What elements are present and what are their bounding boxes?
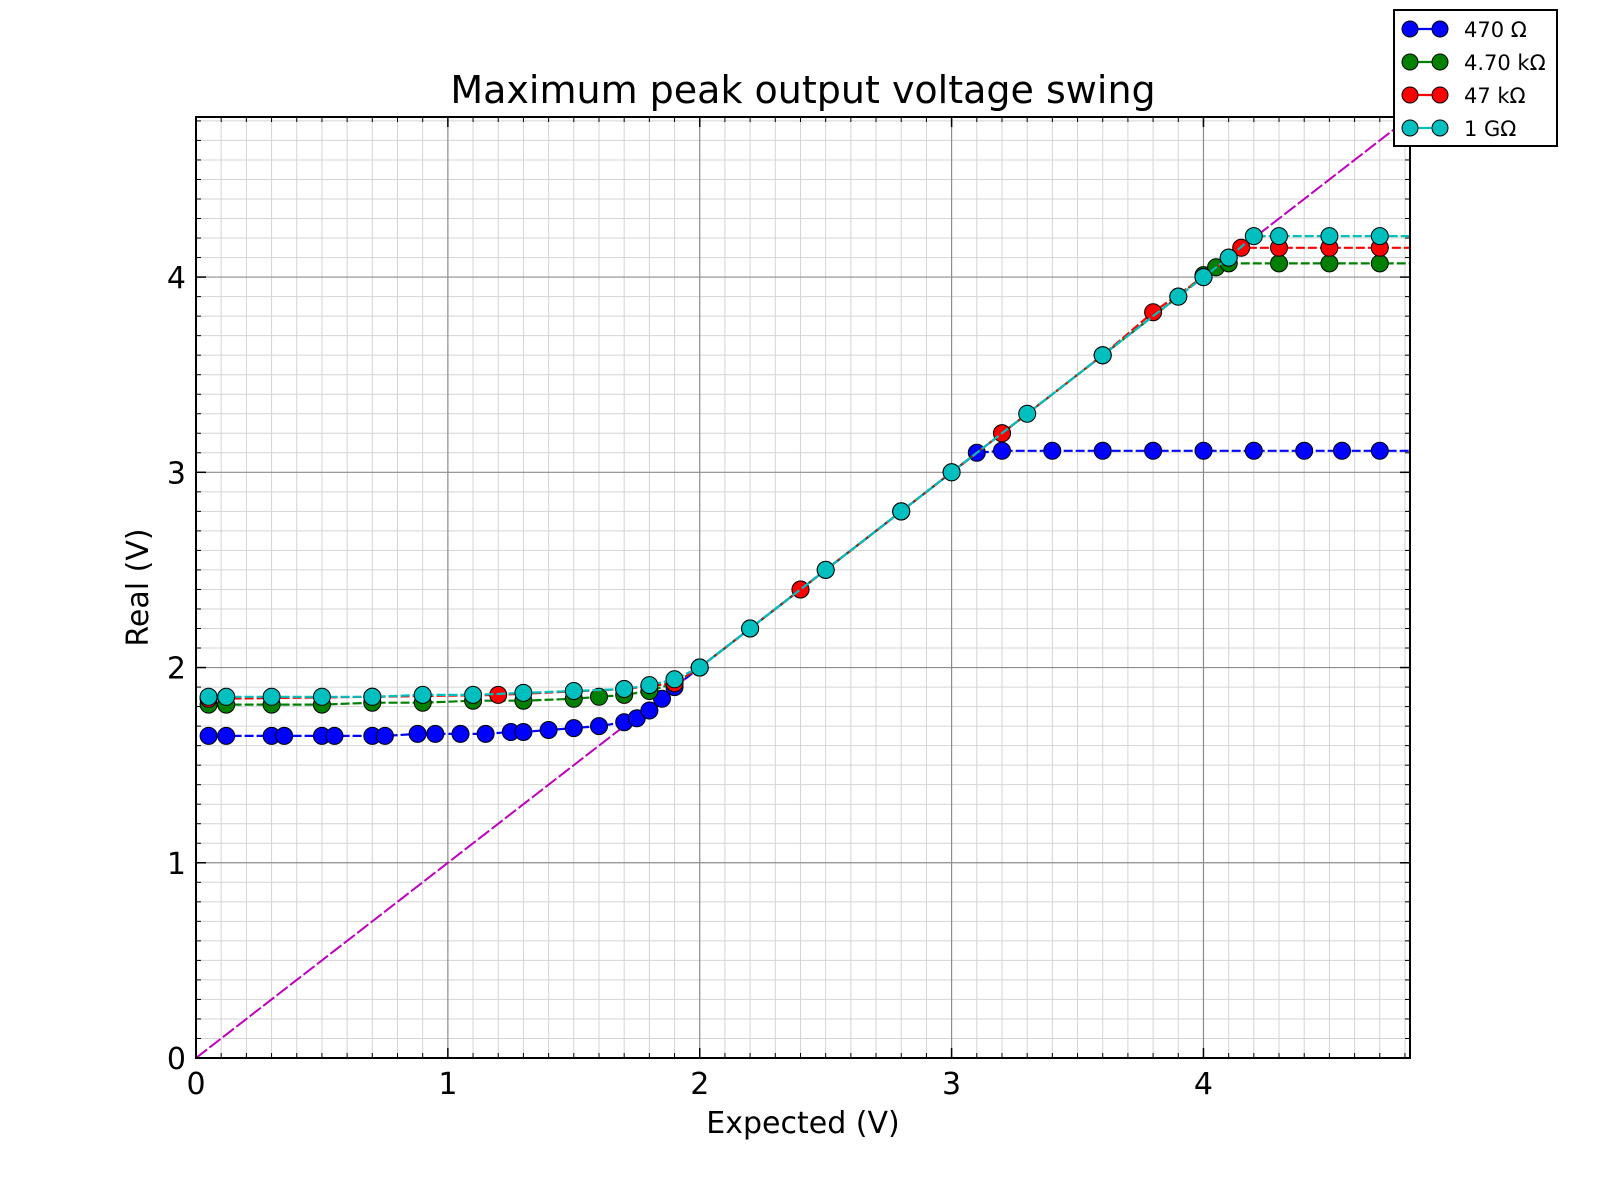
data-point (1244, 441, 1263, 460)
legend-entry: 4.70 kΩ (1401, 51, 1546, 75)
data-point (199, 687, 218, 706)
legend-label: 1 GΩ (1464, 117, 1516, 141)
data-point (199, 726, 218, 745)
legend-marker (1401, 20, 1419, 38)
data-point (1043, 441, 1062, 460)
y-tick-label: 2 (167, 652, 186, 687)
y-axis-label: Real (V) (121, 528, 156, 646)
data-point (363, 687, 382, 706)
y-tick-label: 1 (167, 847, 186, 882)
data-point (1244, 227, 1263, 246)
data-point (476, 724, 495, 743)
data-point (426, 724, 445, 743)
legend-marker (1401, 53, 1419, 71)
data-point (640, 676, 659, 695)
legend-box (1393, 9, 1558, 147)
legend-entry: 470 Ω (1401, 18, 1527, 42)
data-point (325, 726, 344, 745)
legend-marker (1431, 20, 1449, 38)
data-point (1093, 441, 1112, 460)
series-group (199, 227, 1410, 745)
data-point (514, 723, 533, 741)
data-point (1144, 441, 1163, 460)
data-point (413, 685, 432, 704)
data-point (1370, 441, 1389, 460)
legend-entry: 47 kΩ (1401, 84, 1526, 108)
data-point (312, 687, 331, 706)
data-point (892, 502, 911, 521)
data-point (1219, 248, 1238, 267)
data-point (942, 463, 961, 482)
legend-label: 470 Ω (1464, 18, 1527, 42)
data-point (1270, 254, 1288, 273)
data-point (375, 726, 394, 745)
legend-marker (1401, 86, 1419, 104)
data-point (539, 721, 558, 739)
series-3 (199, 227, 1410, 706)
y-tick-label: 0 (167, 1042, 186, 1077)
x-tick-label: 0 (186, 1067, 205, 1102)
data-point (262, 687, 281, 706)
plot-frame (195, 116, 1411, 1059)
data-point (640, 701, 659, 720)
data-point (1194, 441, 1213, 460)
data-point (564, 682, 583, 700)
y-tick-label: 3 (167, 456, 186, 491)
data-point (993, 441, 1011, 460)
x-tick-label: 3 (942, 1067, 961, 1102)
data-point (408, 724, 427, 743)
data-point (217, 726, 236, 745)
data-point (665, 670, 684, 689)
major-grid (196, 117, 1410, 1058)
legend: 470 Ω 4.70 kΩ 47 kΩ 1 GΩ (1393, 9, 1558, 147)
x-axis-label: Expected (V) (706, 1106, 899, 1141)
data-point (1270, 227, 1288, 246)
data-point (275, 726, 294, 745)
data-point (590, 687, 608, 706)
legend-marker (1431, 86, 1449, 104)
data-point (816, 560, 835, 579)
data-point (451, 724, 470, 743)
legend-label: 4.70 kΩ (1464, 51, 1546, 75)
data-point (1194, 268, 1213, 287)
data-point (1169, 287, 1188, 306)
data-point (1333, 441, 1351, 460)
data-point (1320, 227, 1339, 246)
data-point (1370, 254, 1389, 273)
legend-marker (1401, 119, 1419, 137)
legend-label: 47 kΩ (1464, 84, 1526, 108)
x-tick-label: 1 (438, 1067, 457, 1102)
data-point (1018, 404, 1037, 423)
data-point (741, 619, 760, 638)
legend-marker (1431, 53, 1449, 71)
data-point (690, 658, 709, 677)
data-point (1320, 254, 1339, 273)
data-point (564, 719, 583, 738)
data-point (590, 717, 608, 736)
x-tick-label: 2 (690, 1067, 709, 1102)
data-point (1093, 346, 1112, 365)
data-point (615, 680, 634, 698)
data-point (1144, 303, 1163, 322)
legend-marker (1431, 119, 1449, 137)
data-point (1295, 441, 1314, 460)
tick-labels: 0 1 2 3 4 0 1 2 3 4 (167, 261, 1213, 1102)
data-point (217, 687, 236, 706)
x-tick-label: 4 (1194, 1067, 1213, 1102)
legend-entry: 1 GΩ (1401, 117, 1516, 141)
data-point (1370, 227, 1389, 246)
chart-title: Maximum peak output voltage swing (450, 68, 1155, 112)
data-point (464, 685, 483, 704)
minor-grid (196, 117, 1410, 1058)
data-point (514, 683, 533, 702)
y-tick-label: 4 (167, 261, 186, 296)
